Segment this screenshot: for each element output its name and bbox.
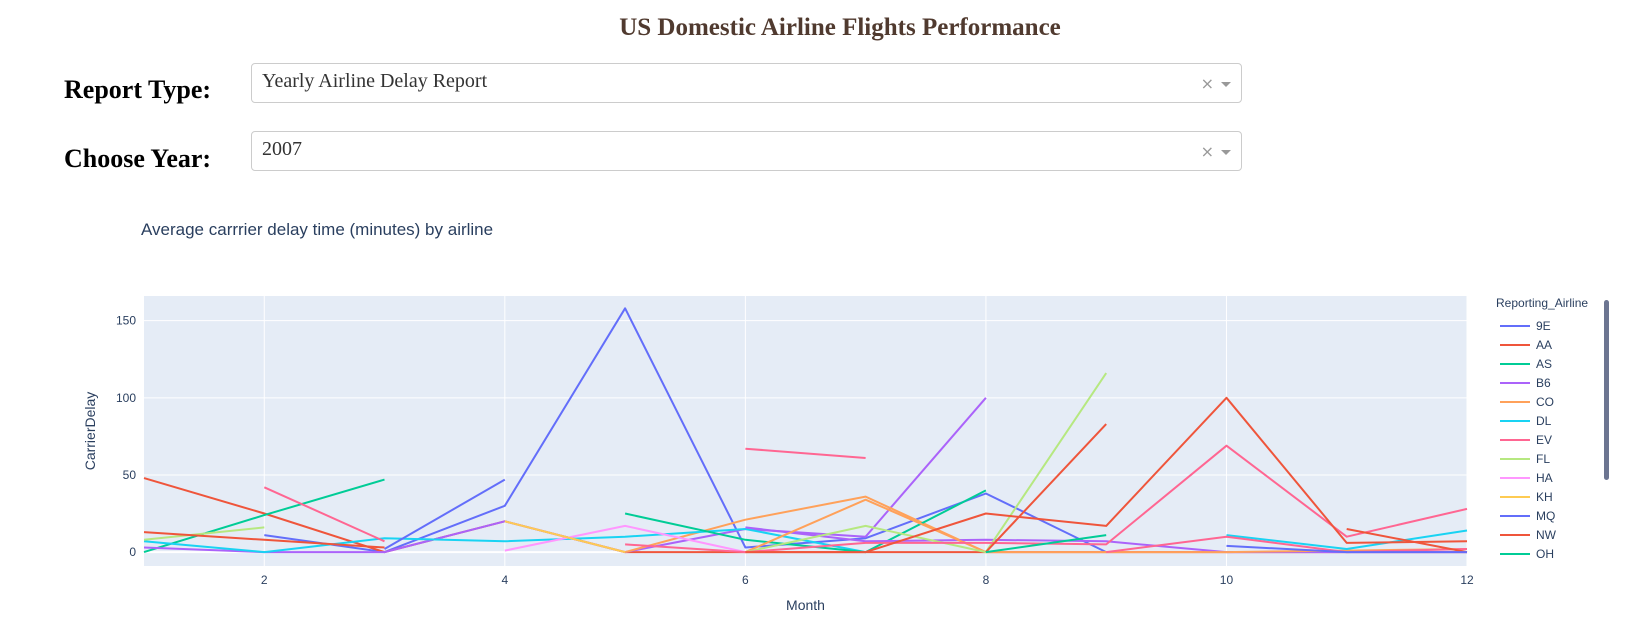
series-line-CO <box>624 495 987 554</box>
series-line-OH <box>624 489 987 554</box>
series-line-unlabeled <box>745 396 1468 554</box>
legend-entry: MQ <box>1536 509 1555 523</box>
x-tick-label: 2 <box>261 573 268 587</box>
series-line-AS <box>143 478 385 554</box>
x-tick-label: 4 <box>501 573 508 587</box>
series-line-KH <box>504 520 626 554</box>
series-line-unlabeled <box>985 423 1107 553</box>
legend-entry: FL <box>1536 452 1550 466</box>
page-title: US Domestic Airline Flights Performance <box>619 14 1061 41</box>
report-type-label: Report Type: <box>64 75 212 104</box>
series-line-FL <box>143 526 265 541</box>
series-line-unlabeled <box>985 534 1107 554</box>
delay-line-chart: 2 4 6 8 10 12 0 50 100 150 Average carrrier delay … <box>82 220 1588 613</box>
y-tick-label: 100 <box>116 391 136 405</box>
legend-entry: AS <box>1536 357 1552 371</box>
legend-entry: DL <box>1536 414 1552 428</box>
report-type-dropdown[interactable]: Yearly Airline Delay Report × <box>251 63 1242 103</box>
x-tick-label: 12 <box>1460 573 1474 587</box>
series-line-unlabeled <box>1226 529 1468 550</box>
legend-title: Reporting_Airline <box>1496 296 1588 310</box>
series-line-HA <box>504 524 746 554</box>
plot-background <box>144 296 1467 566</box>
x-tick-label: 8 <box>983 573 990 587</box>
report-type-value: Yearly Airline Delay Report <box>262 70 488 92</box>
y-tick-label: 50 <box>123 468 137 482</box>
x-tick-label: 10 <box>1220 573 1234 587</box>
series-line-unlabeled <box>1106 535 1468 554</box>
x-axis-label: Month <box>786 597 825 613</box>
legend-entry: NW <box>1536 528 1557 542</box>
x-tick-label: 6 <box>742 573 749 587</box>
legend-entry: OH <box>1536 547 1554 561</box>
series-line-MQ <box>384 478 506 550</box>
legend-entry: CO <box>1536 395 1554 409</box>
legend-entry: KH <box>1536 490 1553 504</box>
year-clear-icon[interactable]: × <box>1200 142 1214 161</box>
series-line-DL <box>143 528 866 554</box>
legend-entry: HA <box>1536 471 1553 485</box>
year-value: 2007 <box>262 138 302 160</box>
series-line-unlabeled <box>745 372 1108 554</box>
chart-title: Average carrrier delay time (minutes) by… <box>141 220 493 239</box>
year-dropdown[interactable]: 2007 × <box>251 131 1242 171</box>
series-line-unlabeled <box>1226 544 1467 554</box>
legend-entry: EV <box>1536 433 1552 447</box>
choose-year-label: Choose Year: <box>64 144 212 173</box>
legend-entry: 9E <box>1536 319 1551 333</box>
series-line-unlabeled <box>1346 528 1468 554</box>
series-line-NW <box>143 531 385 549</box>
y-axis-label: CarrierDelay <box>82 392 98 471</box>
series-line-unlabeled <box>745 447 866 459</box>
legend-entry: B6 <box>1536 376 1551 390</box>
report-type-clear-icon[interactable]: × <box>1200 74 1214 93</box>
year-chevron-down-icon[interactable] <box>1221 150 1231 155</box>
legend-scrollbar[interactable] <box>1604 300 1609 480</box>
y-tick-label: 0 <box>129 545 136 559</box>
legend-entry: AA <box>1536 338 1552 352</box>
series-line-EV <box>263 486 385 543</box>
report-type-chevron-down-icon[interactable] <box>1221 82 1231 87</box>
y-tick-label: 150 <box>116 314 136 328</box>
